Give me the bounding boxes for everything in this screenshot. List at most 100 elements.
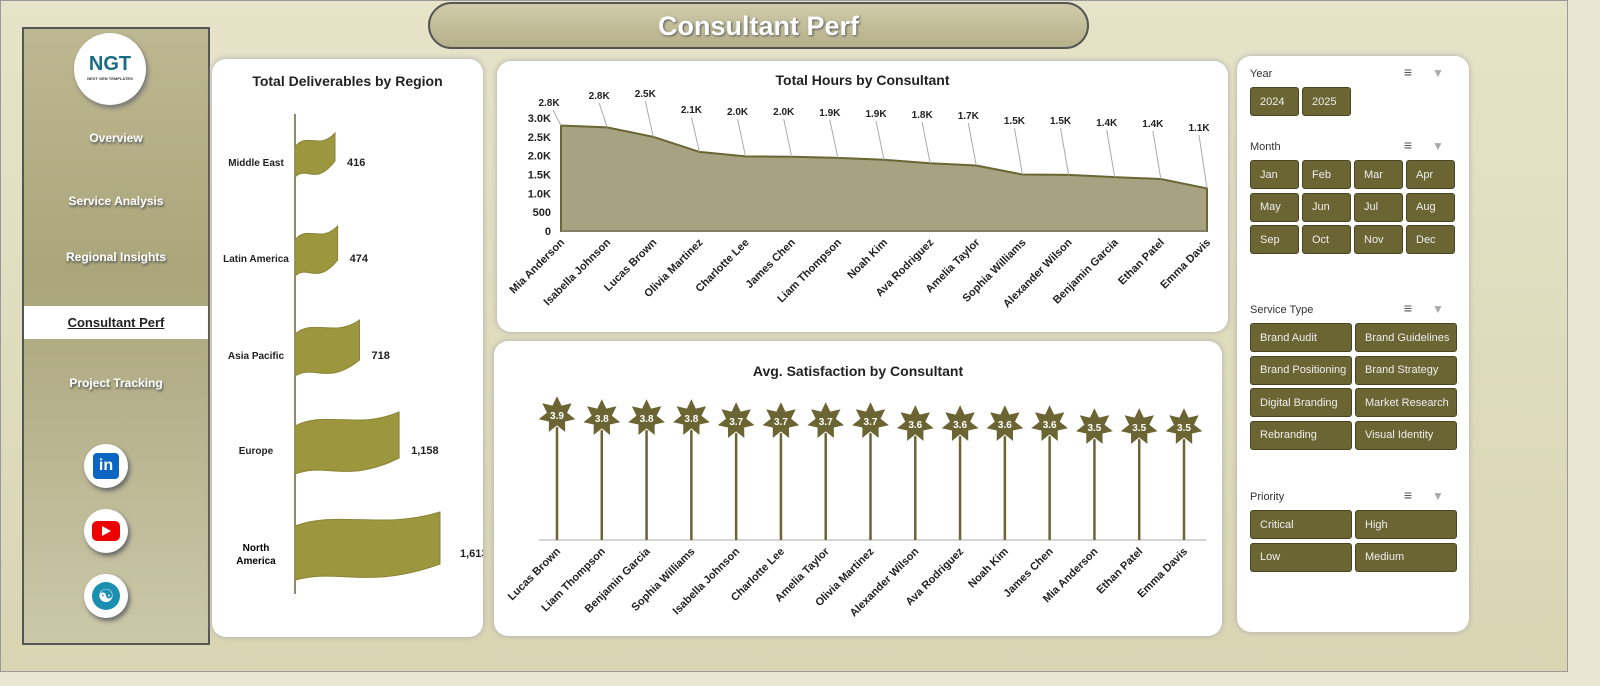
leader-line <box>967 122 977 166</box>
star-marker <box>715 399 757 441</box>
priority-option[interactable]: Low <box>1250 542 1352 572</box>
year-option[interactable]: 2025 <box>1302 87 1351 116</box>
leader-line <box>1198 134 1208 189</box>
leader-line <box>644 100 654 137</box>
data-label: 1.1K <box>1188 123 1210 134</box>
logo: NGT NEXT GEN TEMPLATES <box>74 33 146 105</box>
y-tick-label: 500 <box>533 207 551 219</box>
page-title: Consultant Perf <box>428 2 1089 49</box>
bar <box>294 319 361 377</box>
nav-overview[interactable]: Overview <box>89 131 143 145</box>
month-option[interactable]: Feb <box>1302 160 1351 189</box>
bar <box>294 131 336 179</box>
chart-title: Total Hours by Consultant <box>775 72 950 88</box>
data-label: 3.8 <box>684 414 698 425</box>
chart-title: Total Deliverables by Region <box>252 73 443 89</box>
x-tick-label: Ethan Patel <box>1116 237 1167 288</box>
data-label: 2.1K <box>681 105 703 116</box>
star-marker <box>536 393 578 435</box>
priority-option[interactable]: Medium <box>1355 542 1457 572</box>
data-label: 3.6 <box>953 420 967 431</box>
year-option[interactable]: 2024 <box>1250 87 1299 116</box>
category-label: America <box>236 556 276 567</box>
logo-subtext: NEXT GEN TEMPLATES <box>87 76 133 81</box>
y-tick-label: 3.0K <box>528 113 551 125</box>
data-label: 416 <box>347 157 365 169</box>
service-option[interactable]: Visual Identity <box>1355 420 1457 450</box>
service-option[interactable]: Digital Branding <box>1250 388 1352 417</box>
star-marker <box>1028 402 1071 444</box>
year-slicer-label: Year <box>1250 68 1273 80</box>
month-option[interactable]: Apr <box>1406 160 1455 189</box>
service-option[interactable]: Brand Audit <box>1250 323 1352 352</box>
bar <box>294 511 441 581</box>
data-label: 3.6 <box>908 420 922 431</box>
month-option[interactable]: Jan <box>1250 160 1299 189</box>
month-option[interactable]: Jun <box>1302 192 1351 222</box>
x-tick-label: Noah Kim <box>845 236 890 281</box>
category-label: Latin America <box>223 254 289 265</box>
leader-line <box>690 116 700 153</box>
nav-project-tracking[interactable]: Project Tracking <box>69 376 163 390</box>
month-option[interactable]: Sep <box>1250 225 1299 254</box>
y-tick-label: 2.5K <box>528 132 551 144</box>
y-tick-label: 1.5K <box>528 170 551 182</box>
data-label: 1.4K <box>1096 118 1118 129</box>
month-option[interactable]: May <box>1250 192 1299 222</box>
y-tick-label: 0 <box>545 226 551 238</box>
satisfaction-card: Avg. Satisfaction by Consultant 3.9 Lucas… <box>494 341 1222 636</box>
data-label: 3.7 <box>819 417 833 428</box>
data-label: 3.8 <box>595 414 609 425</box>
clear-filter-icon[interactable]: ▼ <box>1432 489 1444 503</box>
category-label: Europe <box>239 446 274 457</box>
service-option[interactable]: Brand Guidelines <box>1355 323 1457 352</box>
month-option[interactable]: Aug <box>1406 192 1455 222</box>
data-label: 2.0K <box>727 107 749 118</box>
clear-filter-icon[interactable]: ▼ <box>1432 302 1444 316</box>
month-option[interactable]: Oct <box>1302 225 1351 254</box>
leader-line <box>737 118 747 157</box>
multi-select-icon[interactable]: ≡ <box>1403 64 1413 80</box>
youtube-icon[interactable] <box>84 509 128 553</box>
service-option[interactable]: Brand Strategy <box>1355 355 1457 385</box>
data-label: 2.5K <box>635 89 657 100</box>
service-option[interactable]: Rebranding <box>1250 420 1352 450</box>
nav-service-analysis[interactable]: Service Analysis <box>68 194 164 208</box>
star-marker <box>939 402 981 444</box>
star-marker <box>1073 405 1116 447</box>
star-marker <box>894 402 936 444</box>
service-option[interactable]: Brand Positioning <box>1250 355 1352 385</box>
service-option[interactable]: Market Research <box>1355 388 1457 417</box>
sidebar: NGT NEXT GEN TEMPLATES Overview Service A… <box>22 27 210 645</box>
filter-panel: Year ≡ ▼ 2024 2025 Month ≡ ▼ Jan Feb Mar Apr May Jun J… <box>1237 56 1469 632</box>
month-slicer-label: Month <box>1250 141 1281 153</box>
priority-option[interactable]: Critical <box>1250 510 1352 539</box>
star-marker <box>1163 405 1205 447</box>
month-option[interactable]: Nov <box>1354 225 1403 254</box>
nav-consultant-perf[interactable]: Consultant Perf <box>24 306 208 339</box>
deliverables-card: Total Deliverables by Region Middle East… <box>212 59 483 637</box>
deliverables-chart: Middle East 416 Latin America 474 Asia Pacif… <box>223 114 483 594</box>
leader-line <box>598 102 608 128</box>
data-label: 474 <box>350 253 369 265</box>
data-label: 3.7 <box>864 417 878 428</box>
leader-line <box>1013 127 1023 175</box>
nav-regional-insights[interactable]: Regional Insights <box>65 250 166 264</box>
star-marker <box>805 399 847 441</box>
leader-line <box>783 118 793 157</box>
category-label: North <box>243 543 270 554</box>
multi-select-icon[interactable]: ≡ <box>1403 137 1413 153</box>
star-marker <box>581 396 623 438</box>
linkedin-icon[interactable]: in <box>84 444 128 488</box>
month-option[interactable]: Jul <box>1354 192 1403 222</box>
multi-select-icon[interactable]: ≡ <box>1403 300 1413 316</box>
multi-select-icon[interactable]: ≡ <box>1403 487 1413 503</box>
priority-option[interactable]: High <box>1355 510 1457 539</box>
month-option[interactable]: Mar <box>1354 160 1403 189</box>
globe-icon[interactable]: ☯ <box>84 574 128 618</box>
month-option[interactable]: Dec <box>1406 225 1455 254</box>
clear-filter-icon[interactable]: ▼ <box>1432 139 1444 153</box>
data-label: 3.5 <box>1087 423 1101 434</box>
clear-filter-icon[interactable]: ▼ <box>1432 66 1444 80</box>
data-label: 718 <box>372 350 390 362</box>
